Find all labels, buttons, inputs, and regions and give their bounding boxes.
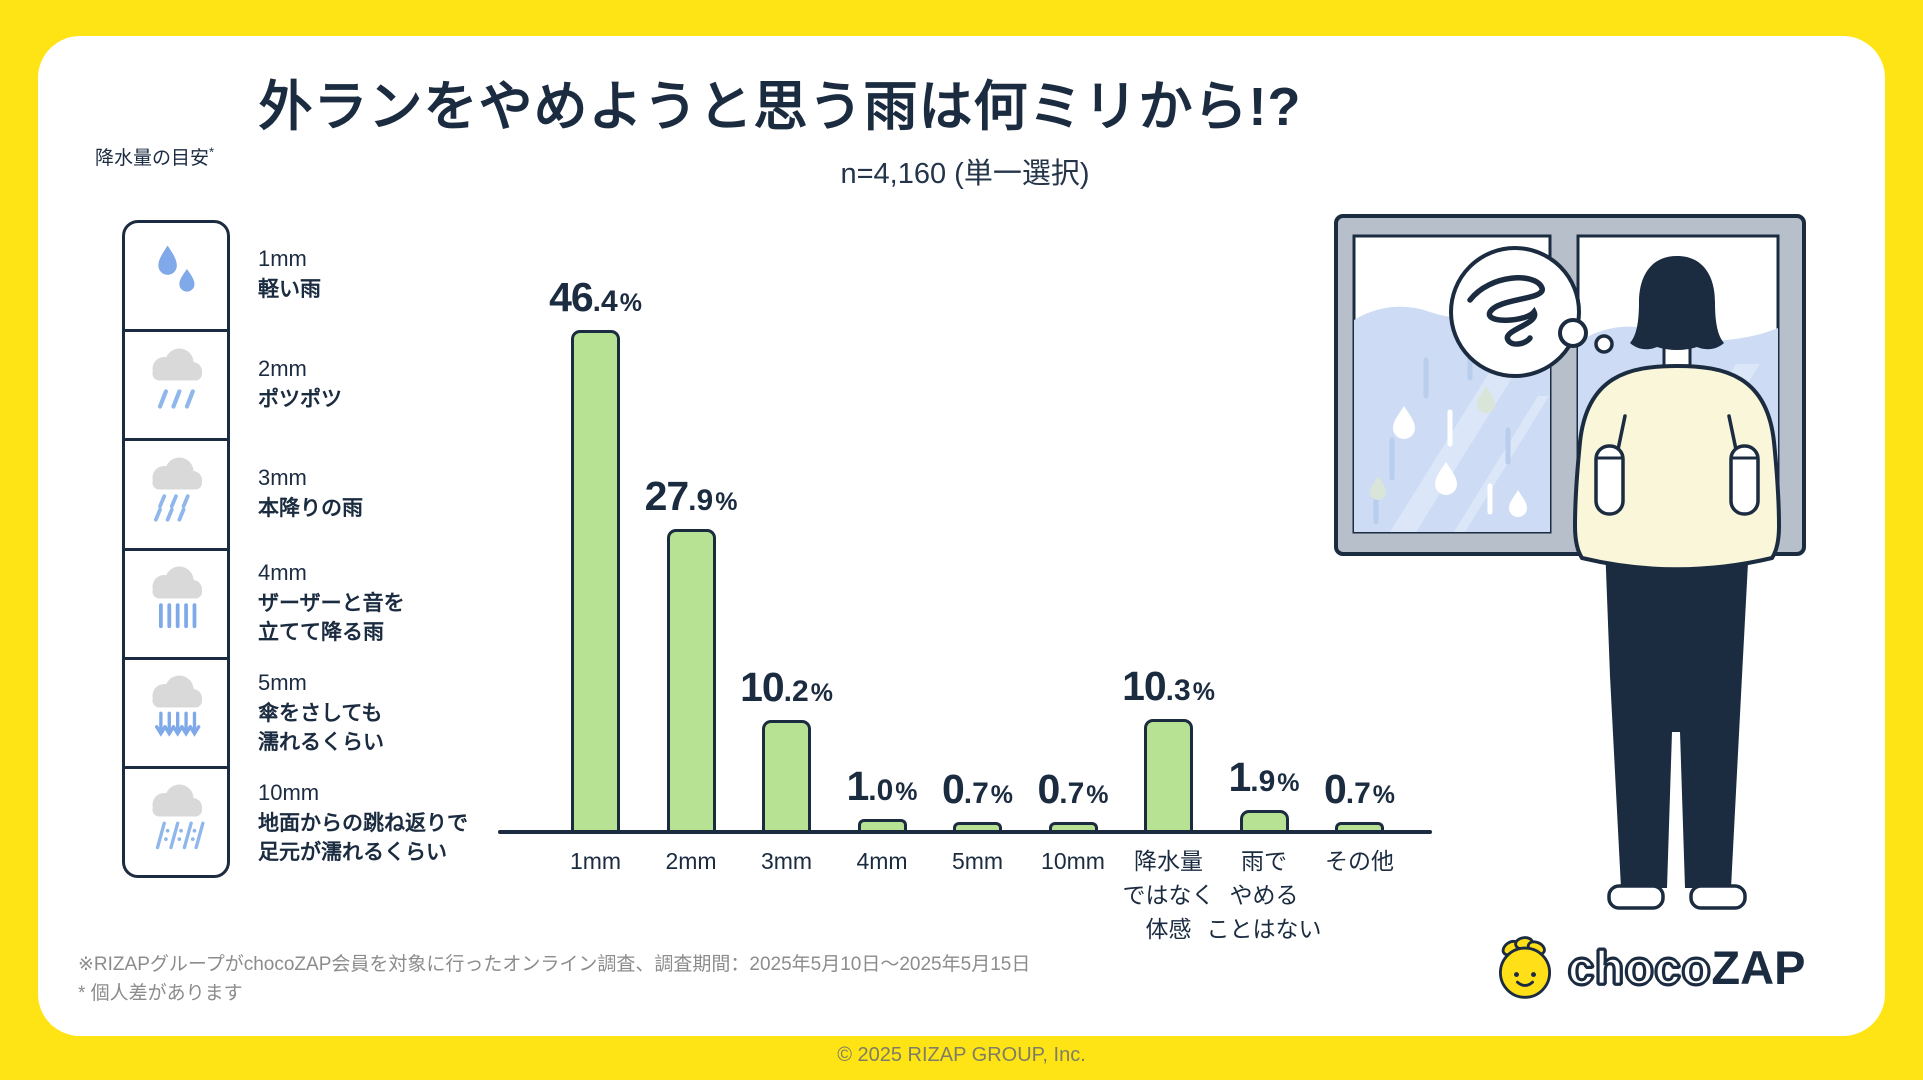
guide-description-line: 立てて降る雨 [258,621,384,645]
guide-mm-label: 1mm [258,245,307,271]
logo-zap-text: ZAP [1711,940,1806,994]
footnote: ※RIZAPグループがchocoZAP会員を対象に行ったオンライン調査、調査期間… [78,950,1030,1008]
scribble-icon [1467,275,1545,347]
chocozap-logo: chocoZAP [1490,932,1805,1002]
guide-description-line: 地面からの跳ね返りで [258,811,468,835]
guide-cell-5mm [125,656,227,766]
guide-description-line: 本降りの雨 [258,497,363,521]
guide-mm-label: 3mm [258,465,307,491]
footnote-line-1: ※RIZAPグループがchocoZAP会員を対象に行ったオンライン調査、調査期間… [78,954,1031,975]
right-shoe-icon [1689,884,1747,910]
chart-bar-4 [953,822,1002,830]
thought-bubble-icon [1449,246,1614,378]
chart-bar-7 [1239,810,1289,830]
cloud-rain-icon [134,559,218,648]
bar-chart: 46.4% 1mm 27.9% 2mm 10.2% 3mm 1.0% 4mm 0.7% 5mm 0.… [450,230,1480,942]
rainfall-guide-icons [122,220,230,878]
chart-bar-6 [1144,719,1193,830]
bar-category-label-3: 4mm [856,848,908,874]
hair [1630,256,1724,350]
guide-cell-2mm [125,329,227,438]
left-shoe-icon [1607,884,1665,910]
bar-category-label-7: 雨で やめる ことはない [1206,848,1322,942]
cloud-light-drizzle-icon [134,341,218,430]
logo-choco-text: choco [1567,939,1712,995]
guide-description-line: 軽い雨 [258,277,321,301]
rainfall-guide-labels: 1mm 軽い雨 2mm ポツポツ 3mm 本降りの雨 4mm ザーザーと音を 立てて降る雨 5mm… [258,220,488,878]
guide-label-row-3mm: 3mm 本降りの雨 [258,439,488,549]
chocozap-wordmark: chocoZAP [1567,939,1806,995]
footnote-line-2: * 個人差があります [78,983,243,1004]
bar-value-label-7: 1.9% [1228,754,1300,800]
rain-drop-icons [1370,386,1527,517]
guide-cell-10mm [125,765,227,875]
x-axis-line [498,830,1432,834]
guide-cell-4mm [125,547,227,657]
page-title: 外ランをやめようと思う雨は何ミリから!? [258,77,1302,137]
guide-label-row-10mm: 10mm 地面からの跳ね返りで 足元が濡れるくらい [258,768,488,878]
bar-value-label-2: 10.2% [740,664,833,710]
guide-description-line: 傘をさしても [258,702,383,726]
rainfall-guide-header-asterisk: * [209,144,215,160]
guide-cell-1mm [125,223,227,329]
cloud-downpour-icon [134,777,218,866]
guide-description-line: 濡れるくらい [258,731,384,755]
bar-value-label-4: 0.7% [941,766,1014,812]
guide-description-line: ザーザーと音を [258,592,405,616]
bar-value-label-8: 0.7% [1323,766,1396,812]
cloud-heavy-rain-icon [134,668,218,757]
guide-label-row-4mm: 4mm ザーザーと音を 立てて降る雨 [258,549,488,659]
bar-value-label-0: 46.4% [549,274,642,320]
chocozap-mascot-icon [1498,936,1552,999]
bar-category-label-4: 5mm [951,848,1004,874]
guide-label-row-2mm: 2mm ポツポツ [258,330,488,440]
copyright: © 2025 RIZAP GROUP, Inc. [837,1044,1086,1066]
arms [1594,444,1760,516]
chart-bar-0 [571,330,620,830]
bar-category-label-6: 降水量 ではなく 体感 [1122,848,1215,942]
guide-mm-label: 2mm [258,355,307,381]
chart-bar-3 [857,819,907,830]
guide-label-row-1mm: 1mm 軽い雨 [258,220,488,330]
guide-cell-3mm [125,438,227,547]
bar-category-label-0: 1mm [569,848,622,874]
chart-bar-1 [666,529,716,830]
guide-mm-label: 10mm [258,779,320,805]
rainfall-guide-header: 降水量の目安* [95,143,214,170]
guide-description-line: 足元が濡れるくらい [258,840,447,864]
bar-value-label-1: 27.9% [644,473,738,519]
guide-description-line: ポツポツ [258,387,342,411]
sample-size-label: n=4,160 (単一選択) [840,158,1090,190]
bar-value-label-5: 0.7% [1037,766,1109,812]
bar-category-label-1: 2mm [665,848,717,874]
person-illustration [1572,256,1782,910]
chart-bar-5 [1048,822,1098,830]
guide-label-row-5mm: 5mm 傘をさしても 濡れるくらい [258,659,488,769]
bar-category-label-8: その他 [1325,848,1394,874]
bar-category-label-5: 10mm [1041,848,1105,874]
chart-bar-2 [762,720,811,830]
bar-value-label-3: 1.0% [846,763,918,809]
pants [1605,544,1749,888]
bar-value-label-6: 10.3% [1122,663,1215,709]
guide-mm-label: 5mm [258,670,307,696]
rainfall-guide-header-text: 降水量の目安 [95,148,210,169]
cloud-drizzle-icon [134,450,218,539]
bar-category-label-2: 3mm [760,848,813,874]
rain-window-illustration [1334,214,1806,910]
rain-drops-icon [134,232,218,321]
guide-mm-label: 4mm [258,560,307,586]
chart-bar-8 [1335,822,1384,830]
